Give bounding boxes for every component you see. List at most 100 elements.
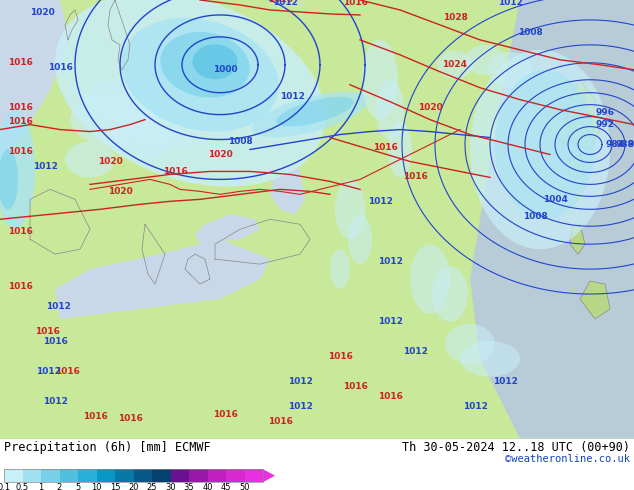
Text: 1016: 1016	[8, 227, 33, 236]
Ellipse shape	[55, 0, 325, 187]
Text: 996: 996	[595, 108, 614, 117]
Text: 1012: 1012	[288, 377, 313, 386]
Text: 984: 984	[605, 140, 624, 149]
Text: 15: 15	[110, 483, 120, 490]
Ellipse shape	[0, 149, 18, 209]
Ellipse shape	[376, 80, 404, 140]
Text: 1016: 1016	[378, 392, 403, 401]
Text: 988: 988	[615, 140, 634, 149]
Bar	[96, 469, 115, 482]
Polygon shape	[195, 214, 260, 244]
Text: 0.5: 0.5	[16, 483, 29, 490]
Ellipse shape	[193, 45, 238, 79]
Bar	[115, 469, 134, 482]
Text: 1004: 1004	[543, 196, 567, 204]
Ellipse shape	[362, 40, 398, 120]
Text: 1008: 1008	[517, 28, 542, 37]
Text: 1016: 1016	[403, 172, 427, 181]
Text: 1012: 1012	[280, 92, 305, 101]
Text: 1028: 1028	[443, 13, 467, 22]
Polygon shape	[263, 469, 275, 482]
Text: 1012: 1012	[36, 367, 60, 376]
Ellipse shape	[410, 244, 450, 314]
Bar	[4, 469, 22, 482]
Polygon shape	[580, 281, 610, 319]
Text: 1016: 1016	[8, 117, 33, 125]
Bar	[226, 469, 245, 482]
Text: 10: 10	[91, 483, 101, 490]
Bar	[134, 469, 152, 482]
Text: Th 30-05-2024 12..18 UTC (00+90): Th 30-05-2024 12..18 UTC (00+90)	[402, 441, 630, 454]
Text: 1008: 1008	[188, 0, 212, 2]
Text: 1016: 1016	[8, 102, 33, 112]
Text: 1012: 1012	[46, 302, 70, 311]
Text: 1016: 1016	[35, 327, 60, 336]
Ellipse shape	[488, 52, 532, 88]
Text: 1: 1	[39, 483, 44, 490]
Text: 20: 20	[128, 483, 139, 490]
Text: 2: 2	[57, 483, 62, 490]
Text: Precipitation (6h) [mm] ECMWF: Precipitation (6h) [mm] ECMWF	[4, 441, 210, 454]
Ellipse shape	[437, 51, 473, 79]
Text: ©weatheronline.co.uk: ©weatheronline.co.uk	[505, 454, 630, 465]
Text: 45: 45	[221, 483, 231, 490]
Ellipse shape	[252, 92, 368, 138]
Ellipse shape	[110, 120, 170, 159]
Bar	[171, 469, 189, 482]
Text: 1008: 1008	[522, 212, 547, 221]
Text: 1020: 1020	[207, 150, 233, 159]
Ellipse shape	[335, 179, 365, 239]
Text: 1016: 1016	[373, 143, 398, 151]
Text: 5: 5	[75, 483, 81, 490]
Text: 992: 992	[595, 120, 614, 128]
Ellipse shape	[276, 97, 354, 126]
Text: 1016: 1016	[268, 416, 292, 426]
Text: 1016: 1016	[212, 410, 238, 418]
Text: 1012: 1012	[273, 0, 297, 7]
Ellipse shape	[130, 110, 200, 149]
Ellipse shape	[65, 142, 115, 177]
Text: 1016: 1016	[328, 352, 353, 361]
Text: 1012: 1012	[463, 402, 488, 411]
Bar	[207, 469, 226, 482]
Polygon shape	[565, 80, 600, 149]
Text: 1012: 1012	[403, 347, 427, 356]
Ellipse shape	[122, 18, 278, 132]
Text: 992: 992	[628, 140, 634, 149]
Ellipse shape	[460, 341, 520, 377]
Ellipse shape	[70, 95, 150, 145]
Ellipse shape	[495, 70, 595, 220]
Text: 1016: 1016	[342, 0, 368, 7]
Polygon shape	[55, 239, 270, 319]
Text: 1008: 1008	[228, 137, 252, 146]
Bar	[41, 469, 60, 482]
Text: 1012: 1012	[378, 257, 403, 266]
Text: 30: 30	[165, 483, 176, 490]
Bar	[78, 469, 96, 482]
Text: 1016: 1016	[55, 367, 80, 376]
Text: 1012: 1012	[42, 397, 67, 406]
Ellipse shape	[0, 110, 35, 229]
Ellipse shape	[432, 266, 468, 322]
Ellipse shape	[160, 32, 250, 98]
Ellipse shape	[445, 324, 495, 364]
Polygon shape	[568, 154, 585, 179]
Text: 1016: 1016	[117, 414, 143, 422]
Text: 25: 25	[146, 483, 157, 490]
Text: 1012: 1012	[498, 0, 522, 7]
Bar	[245, 469, 263, 482]
Ellipse shape	[388, 122, 412, 177]
Polygon shape	[570, 224, 585, 254]
Text: 1016: 1016	[42, 337, 67, 346]
Ellipse shape	[85, 78, 175, 122]
Bar	[60, 469, 78, 482]
Ellipse shape	[470, 50, 610, 249]
Polygon shape	[270, 165, 305, 214]
Text: 35: 35	[184, 483, 194, 490]
Text: 1024: 1024	[443, 60, 467, 69]
Ellipse shape	[465, 45, 505, 75]
Text: 1020: 1020	[108, 187, 133, 196]
Bar	[4, 469, 263, 482]
Text: 1012: 1012	[32, 163, 58, 172]
Polygon shape	[0, 0, 634, 439]
